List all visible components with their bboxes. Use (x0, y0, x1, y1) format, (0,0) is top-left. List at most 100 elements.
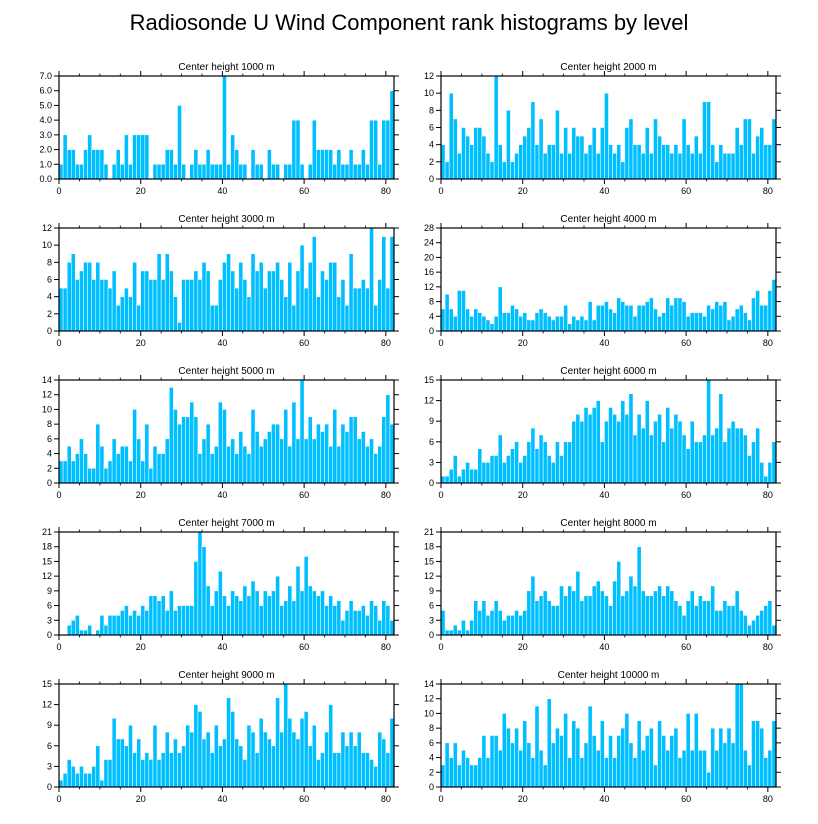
y-tick-label: 0 (429, 630, 434, 640)
histogram-bar (645, 127, 650, 180)
histogram-bar (493, 735, 499, 788)
histogram-bar (608, 407, 613, 484)
histogram-bar (144, 134, 150, 180)
x-tick-label: 60 (299, 186, 309, 196)
histogram-bar (238, 431, 244, 484)
histogram-bar (497, 610, 503, 636)
histogram-bar (361, 752, 366, 788)
histogram-bar (453, 742, 458, 788)
histogram-bar (612, 414, 617, 484)
histogram-bar (222, 262, 227, 332)
histogram-bar (250, 149, 256, 180)
histogram-bar (649, 434, 654, 484)
histogram-bar (669, 305, 675, 332)
y-tick-label: 0 (429, 478, 434, 488)
x-tick-label: 20 (136, 338, 146, 348)
histogram-panel: Center height 2000 m 0 2 4 6 8 10 12 0 20 40 60 80 (424, 62, 781, 196)
histogram-bar (385, 752, 391, 788)
histogram-bar (457, 764, 462, 788)
histogram-bar (608, 735, 613, 788)
histogram-bar (389, 620, 395, 636)
histogram-bar (128, 164, 133, 180)
histogram-bar (657, 135, 662, 180)
histogram-bar (694, 713, 699, 788)
histogram-bar (324, 423, 329, 484)
histogram-bar (181, 745, 186, 788)
histogram-bar (234, 738, 240, 788)
histogram-bar (246, 453, 252, 484)
histogram-bar (685, 713, 691, 788)
histogram-bar (62, 460, 68, 484)
y-tick-label: 3 (47, 761, 52, 771)
histogram-bar (514, 308, 519, 332)
histogram-bar (111, 438, 117, 484)
histogram-bar (111, 718, 117, 788)
histogram-bar (551, 144, 556, 180)
histogram-bar (534, 312, 540, 332)
y-tick-label: 6 (47, 601, 52, 611)
histogram-bar (144, 610, 150, 636)
histogram-bar (485, 615, 491, 636)
histogram-bar (771, 624, 777, 636)
histogram-bar (140, 270, 146, 332)
histogram-bar (348, 149, 354, 180)
histogram-bar (473, 469, 479, 484)
y-tick-label: 3 (429, 457, 434, 467)
histogram-bar (299, 164, 305, 180)
y-tick-label: 4 (47, 449, 52, 459)
panel-title: Center height 8000 m (560, 518, 656, 529)
histogram-bar (124, 745, 129, 788)
histogram-bar (461, 749, 466, 788)
histogram-bar (128, 724, 133, 788)
histogram-bar (506, 727, 511, 788)
histogram-bar (759, 727, 764, 788)
histogram-bar (506, 455, 511, 484)
y-tick-label: 24 (424, 238, 434, 248)
histogram-bar (571, 720, 577, 788)
histogram-bar (140, 759, 146, 788)
histogram-bar (226, 164, 231, 180)
x-tick-label: 40 (217, 338, 227, 348)
histogram-bar (303, 438, 309, 484)
histogram-bar (767, 600, 773, 636)
x-tick-label: 0 (438, 490, 443, 500)
histogram-bar (702, 749, 707, 788)
histogram-bar (620, 161, 626, 180)
y-tick-label: 5.0 (39, 100, 52, 110)
histogram-bar (242, 445, 248, 484)
histogram-bar (95, 423, 101, 484)
histogram-bar (124, 605, 129, 636)
histogram-bar (457, 290, 462, 332)
histogram-bar (348, 731, 354, 788)
histogram-bar (612, 757, 617, 788)
histogram-bar (579, 757, 585, 788)
panel-title: Center height 9000 m (178, 670, 274, 681)
histogram-bar (493, 455, 499, 484)
histogram-bar (287, 718, 293, 788)
x-tick-label: 80 (763, 490, 773, 500)
histogram-bar (62, 287, 68, 332)
histogram-bar (79, 164, 84, 180)
histogram-bar (381, 416, 387, 484)
histogram-bar (83, 629, 88, 636)
histogram-bar (551, 742, 556, 788)
histogram-bar (661, 595, 666, 636)
histogram-bar (279, 731, 284, 788)
histogram-bar (734, 683, 740, 788)
histogram-bar (99, 779, 105, 788)
histogram-bar (267, 149, 272, 180)
histogram-bar (254, 590, 260, 636)
histogram-bar (128, 615, 133, 636)
histogram-bar (316, 149, 321, 180)
histogram-bar (295, 566, 301, 636)
histogram-bar (79, 766, 84, 788)
histogram-bar (673, 144, 679, 180)
histogram-bar (377, 279, 382, 332)
histogram-bar (87, 262, 92, 332)
histogram-bar (575, 570, 581, 636)
histogram-bar (356, 164, 362, 180)
histogram-bar (307, 416, 313, 484)
histogram-bar (694, 312, 699, 332)
histogram-bar (336, 445, 342, 484)
y-tick-label: 2.0 (39, 145, 52, 155)
